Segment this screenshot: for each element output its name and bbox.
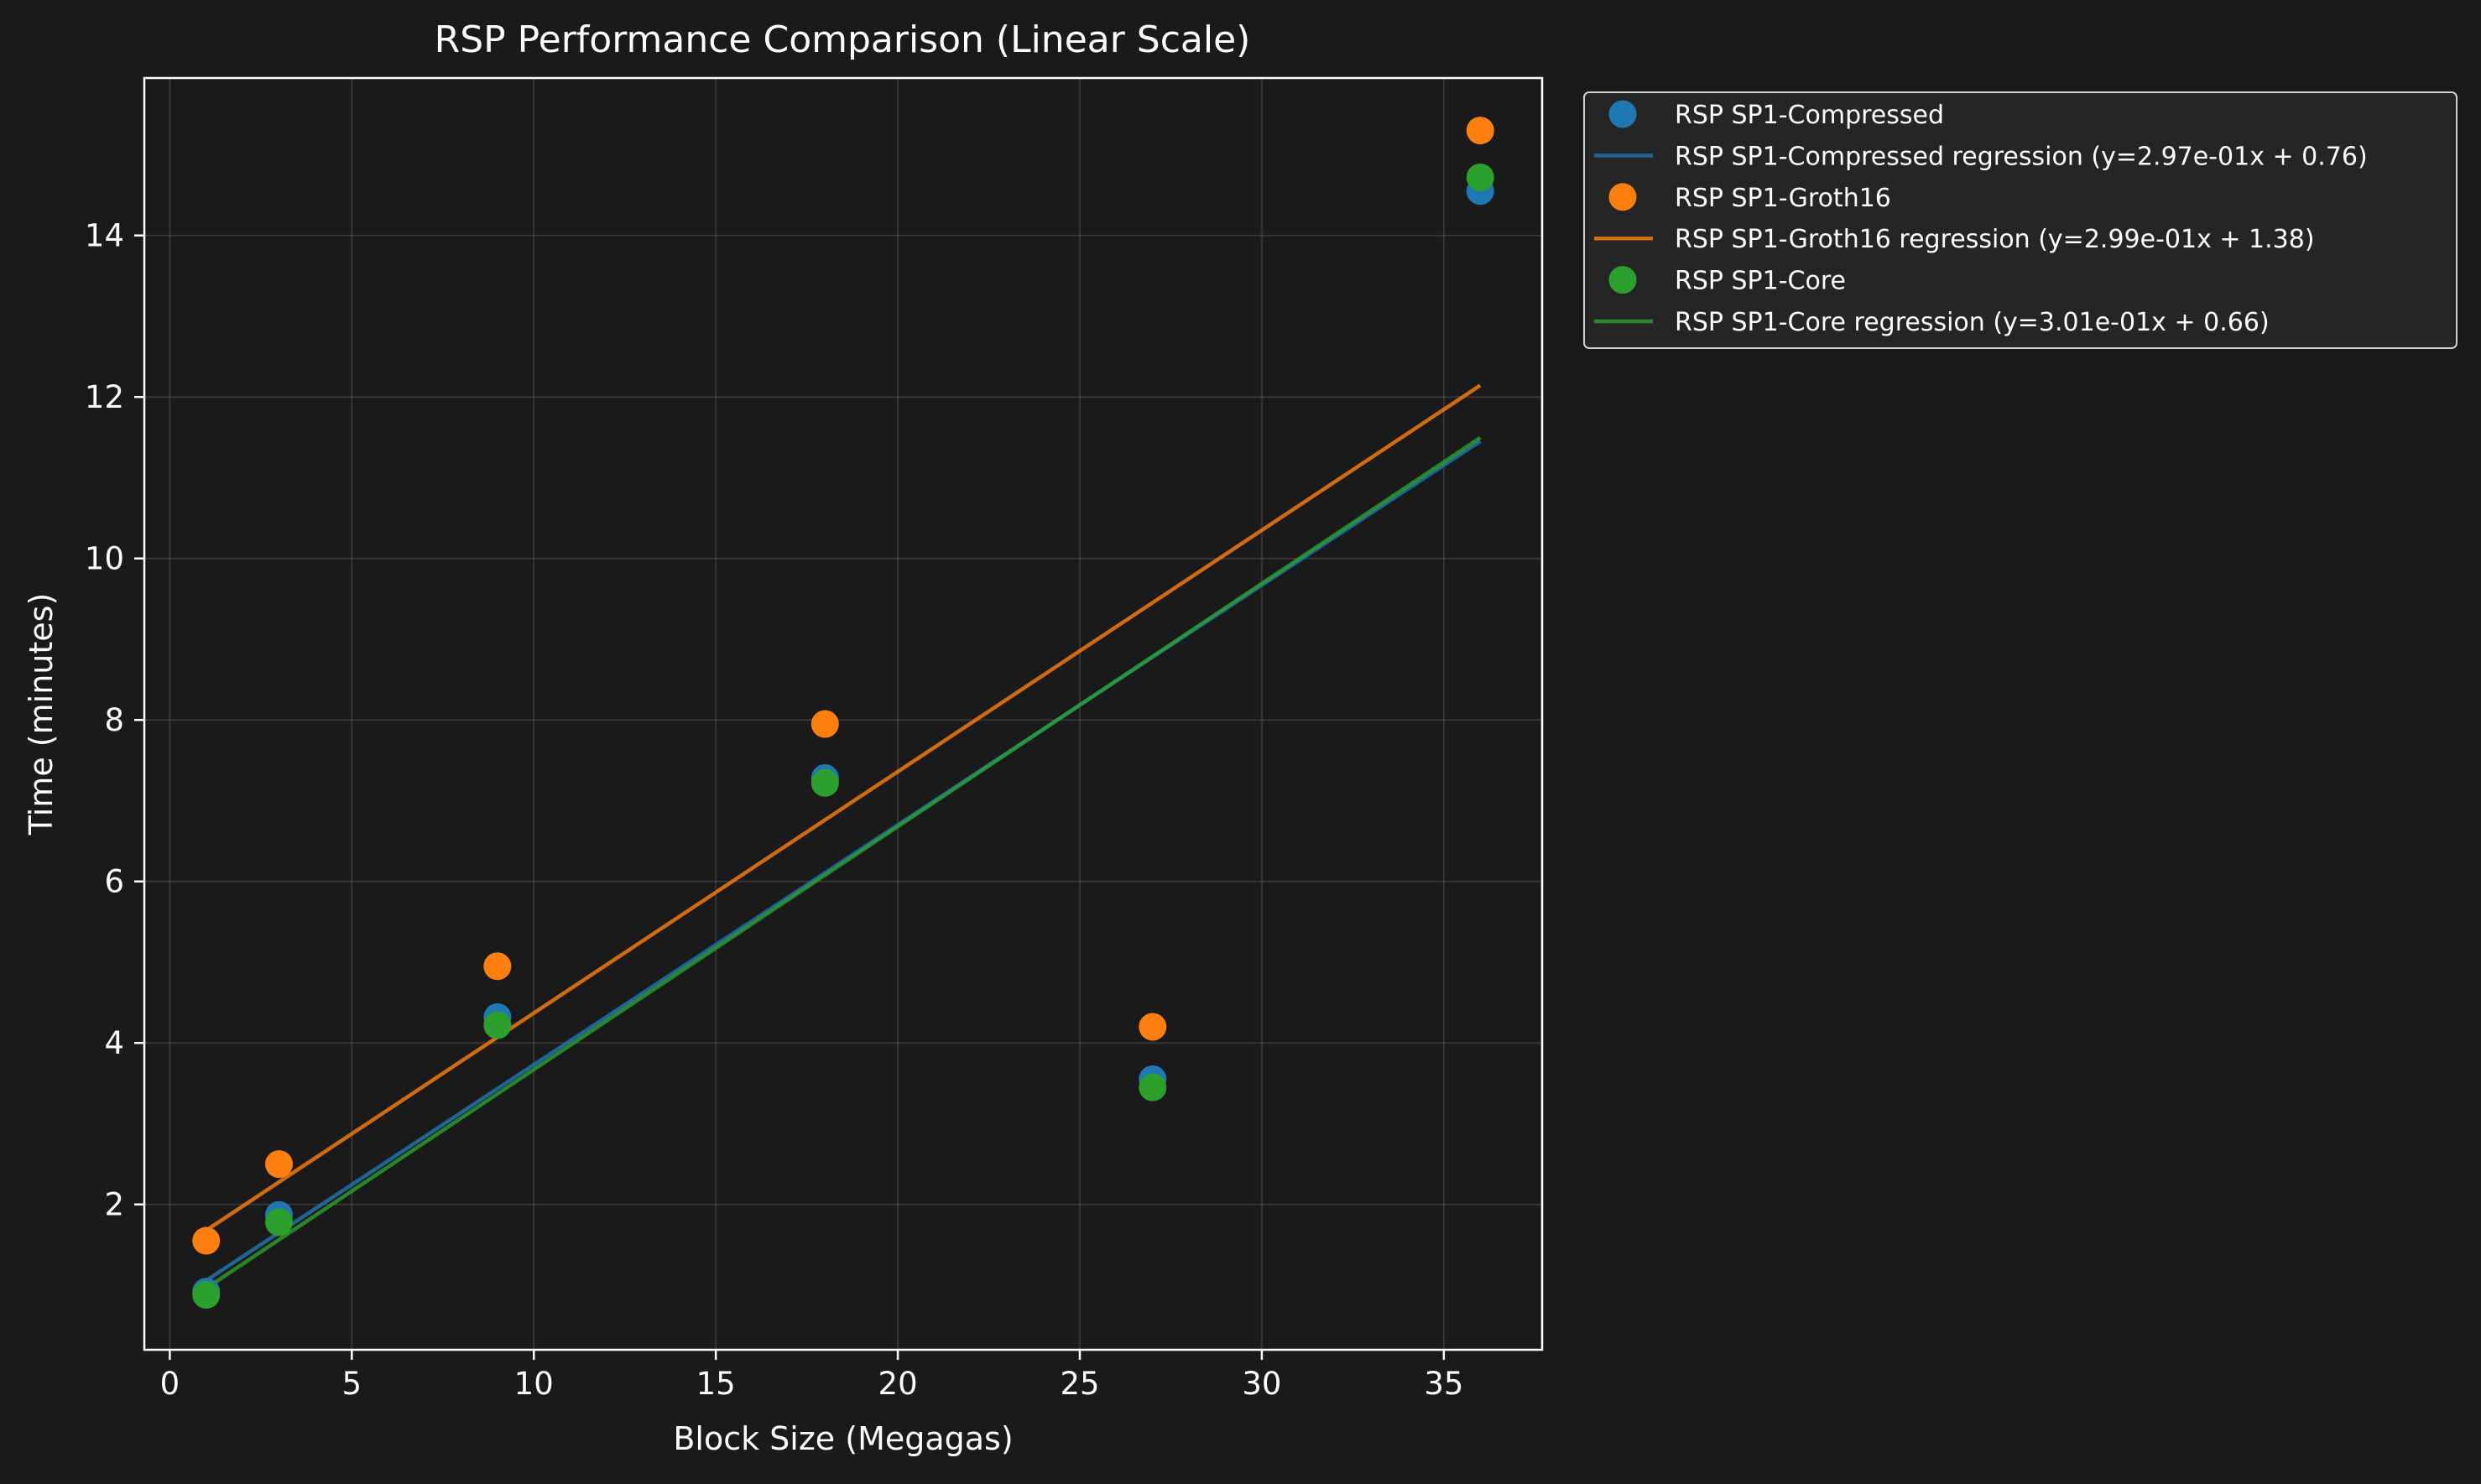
regression-lines [205, 383, 1482, 1290]
legend-marker [1608, 266, 1637, 294]
data-point-series-3 [483, 1011, 512, 1039]
chart-title: RSP Performance Comparison (Linear Scale… [435, 18, 1251, 61]
data-point-series-2 [1466, 117, 1494, 145]
x-axis-label: Block Size (Megagas) [673, 1420, 1013, 1457]
legend-label: RSP SP1-Core regression (y=3.01e-01x + 0… [1675, 308, 2270, 337]
data-point-series-2 [483, 952, 512, 981]
data-points [192, 117, 1494, 1310]
legend-label: RSP SP1-Groth16 regression (y=2.99e-01x … [1675, 225, 2315, 254]
data-point-series-3 [1139, 1073, 1167, 1101]
x-tick-label: 5 [342, 1366, 362, 1402]
legend-label: RSP SP1-Core [1675, 267, 1846, 296]
regression-line-3 [205, 435, 1482, 1290]
data-point-series-2 [810, 710, 839, 738]
y-tick-label: 10 [85, 541, 124, 577]
regression-line-2 [205, 383, 1482, 1232]
legend-marker [1608, 183, 1637, 211]
x-tick-label: 10 [514, 1366, 554, 1402]
y-tick-label: 2 [104, 1187, 124, 1223]
x-tick-label: 20 [878, 1366, 918, 1402]
x-tick-label: 35 [1424, 1366, 1463, 1402]
legend-label: RSP SP1-Compressed [1675, 101, 1944, 130]
y-axis-ticks: 2 4 6 8 10 12 14 [85, 218, 144, 1223]
y-tick-label: 8 [104, 702, 124, 738]
legend-marker [1608, 100, 1637, 128]
y-tick-label: 6 [104, 864, 124, 900]
grid [144, 78, 1542, 1350]
y-tick-label: 12 [85, 379, 124, 415]
x-tick-label: 30 [1242, 1366, 1281, 1402]
data-point-series-3 [1466, 163, 1494, 191]
legend-label: RSP SP1-Compressed regression (y=2.97e-0… [1675, 142, 2368, 171]
x-tick-label: 0 [160, 1366, 180, 1402]
y-axis-label: Time (minutes) [23, 593, 60, 836]
plot-frame [143, 76, 1544, 1351]
legend: RSP SP1-Compressed RSP SP1-Compressed reg… [1583, 91, 2458, 349]
legend-box [1583, 91, 2458, 349]
data-point-series-2 [192, 1226, 221, 1255]
data-point-series-3 [192, 1281, 221, 1310]
y-tick-label: 14 [85, 218, 124, 254]
legend-label: RSP SP1-Groth16 [1675, 184, 1891, 213]
data-point-series-3 [810, 768, 839, 797]
x-axis-ticks: 0 5 10 15 20 25 30 35 [160, 1350, 1463, 1402]
y-tick-label: 4 [104, 1025, 124, 1061]
data-point-series-2 [265, 1150, 294, 1179]
x-tick-label: 15 [696, 1366, 736, 1402]
data-point-series-3 [265, 1208, 294, 1237]
data-point-series-2 [1139, 1013, 1167, 1041]
x-tick-label: 25 [1060, 1366, 1099, 1402]
